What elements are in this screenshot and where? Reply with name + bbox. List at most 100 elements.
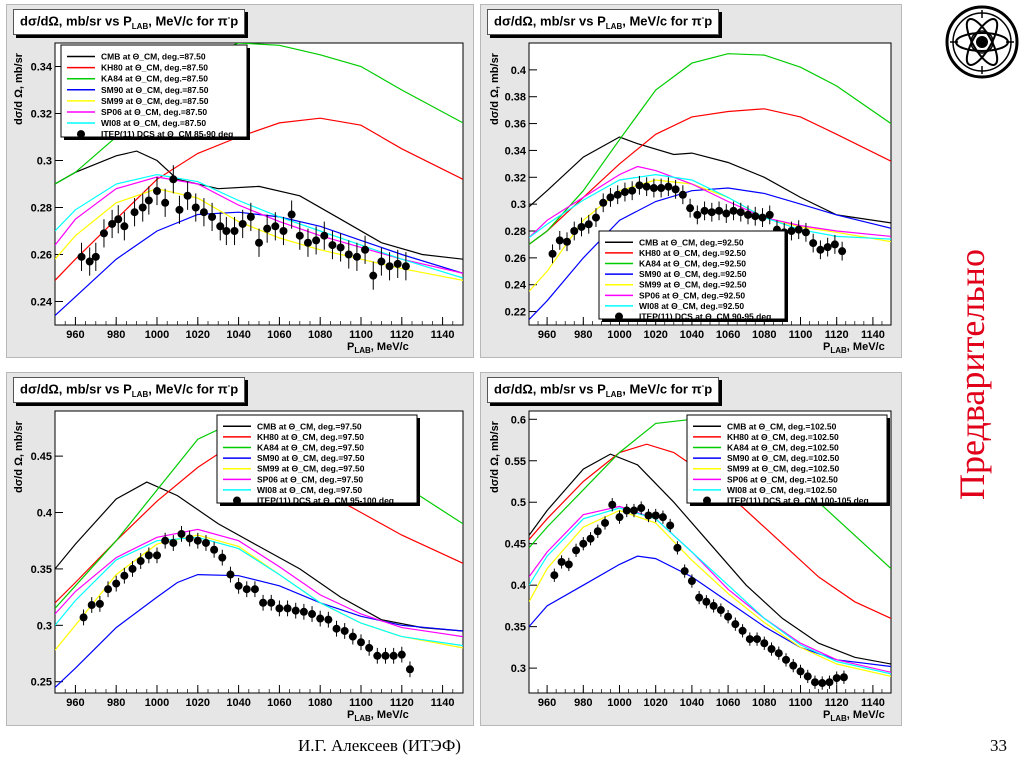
data-point — [715, 206, 724, 215]
series-line-ka84 — [55, 43, 463, 185]
legend-label: SP06 at Θ_CM, deg.=97.50 — [257, 474, 363, 484]
data-point — [635, 181, 644, 190]
x-tick-label: 1100 — [349, 329, 373, 341]
data-point — [324, 615, 333, 624]
series-line-cmb — [55, 150, 463, 260]
chart-102-ylabel: dσ/d Ω, mb/sr — [489, 421, 501, 493]
x-tick-label: 980 — [574, 697, 592, 709]
x-tick-label: 960 — [538, 329, 556, 341]
data-point — [255, 238, 263, 247]
data-point — [138, 203, 147, 212]
y-tick-label: 0.26 — [505, 253, 526, 265]
data-point — [557, 557, 566, 566]
preliminary-label: Предварительно — [952, 249, 992, 500]
data-point — [613, 190, 622, 199]
legend-label: SM99 at Θ_CM, deg.=102.50 — [727, 464, 839, 474]
data-point — [259, 598, 268, 607]
data-point — [729, 206, 738, 215]
plot-content — [55, 43, 463, 317]
x-tick-label: 960 — [66, 329, 84, 341]
data-point — [295, 231, 304, 240]
series-line-cmb — [55, 481, 463, 632]
data-point — [271, 222, 280, 231]
legend-label: CMB at Θ_CM, deg.=97.50 — [257, 421, 362, 431]
y-tick-label: 0.55 — [505, 456, 526, 468]
y-tick-label: 0.26 — [31, 250, 52, 262]
data-point — [577, 222, 586, 231]
data-point — [191, 203, 200, 212]
data-point — [130, 208, 139, 217]
data-point — [666, 521, 675, 530]
y-tick-label: 0.36 — [505, 119, 526, 131]
x-tick-label: 1060 — [267, 329, 291, 341]
data-point — [114, 215, 123, 224]
data-point — [267, 598, 276, 607]
series-line-ka84 — [529, 53, 891, 245]
data-point — [185, 534, 194, 543]
chart-87-ylabel: dσ/d Ω, mb/sr — [13, 53, 25, 125]
data-point — [320, 231, 329, 240]
data-point — [340, 626, 349, 635]
y-tick-label: 0.24 — [505, 280, 527, 292]
y-tick-label: 0.4 — [511, 580, 527, 592]
data-point — [642, 182, 651, 191]
data-point — [678, 190, 687, 199]
chart-102-xlabel: PLAB, MeV/c — [823, 709, 885, 724]
y-tick-label: 0.6 — [511, 414, 526, 426]
y-tick-label: 0.28 — [31, 203, 52, 215]
legend-label: SM99 at Θ_CM, deg.=87.50 — [101, 96, 209, 106]
legend-label: SM99 at Θ_CM, deg.=97.50 — [257, 464, 365, 474]
data-point — [303, 238, 312, 247]
data-point — [760, 639, 769, 648]
data-point — [744, 210, 753, 219]
data-point — [550, 571, 559, 580]
data-point — [361, 245, 370, 254]
legend-label: KH80 at Θ_CM, deg.=102.50 — [727, 432, 839, 442]
chart-87-svg: 960 980 1000 1020 1040 1060 1080 1100 1120 1140 0.… — [31, 42, 464, 341]
page-number: 33 — [990, 736, 1007, 755]
data-point — [328, 241, 337, 250]
legend-label: KA84 at Θ_CM, deg.=97.50 — [257, 443, 364, 453]
x-tick-label: 1140 — [431, 329, 455, 341]
data-point — [275, 604, 284, 613]
data-point — [169, 175, 178, 184]
data-point — [591, 213, 600, 222]
data-point — [401, 262, 410, 271]
data-point — [767, 645, 776, 654]
data-point — [673, 543, 682, 552]
data-point — [381, 651, 390, 660]
x-tick-label: 1020 — [643, 697, 667, 709]
plot-content — [529, 53, 891, 321]
data-point — [161, 536, 170, 545]
data-point — [644, 511, 653, 520]
series-line-sm90 — [55, 211, 463, 317]
data-point — [716, 606, 725, 615]
chart-92-ylabel: dσ/d Ω, mb/sr — [489, 53, 501, 125]
series-line-cmb — [529, 136, 891, 224]
series-line-cmb — [529, 453, 891, 665]
data-point — [199, 208, 208, 217]
y-tick-label: 0.24 — [31, 297, 53, 309]
data-point — [693, 210, 702, 219]
data-point — [332, 624, 341, 633]
data-point — [348, 632, 357, 641]
data-point — [671, 185, 680, 194]
legend-label: WI08 at Θ_CM, deg.=87.50 — [101, 118, 206, 128]
x-tick-label: 1100 — [789, 697, 813, 709]
y-tick-label: 0.35 — [505, 622, 526, 634]
chart-panel-97: 960 980 1000 1020 1040 1060 1080 1100 1120 1140 0.… — [6, 372, 474, 726]
chart-102-title: dσ/dΩ, mb/sr vs PLAB, MeV/c for π-p — [487, 377, 720, 403]
data-point — [369, 271, 378, 280]
data-point — [234, 581, 243, 590]
data-point — [246, 212, 255, 221]
legend-label: KA84 at Θ_CM, deg.=87.50 — [101, 74, 208, 84]
chart-panel-87: 960 980 1000 1020 1040 1060 1080 1100 1120 1140 0.… — [6, 4, 474, 358]
legend-box — [60, 44, 248, 138]
data-point — [104, 585, 113, 594]
series-line-sm99 — [55, 188, 463, 281]
x-tick-label: 1000 — [607, 697, 631, 709]
data-point — [738, 626, 747, 635]
data-point — [352, 252, 361, 261]
legend-label: SP06 at Θ_CM, deg.=87.50 — [101, 107, 207, 117]
y-tick-label: 0.3 — [511, 199, 526, 211]
